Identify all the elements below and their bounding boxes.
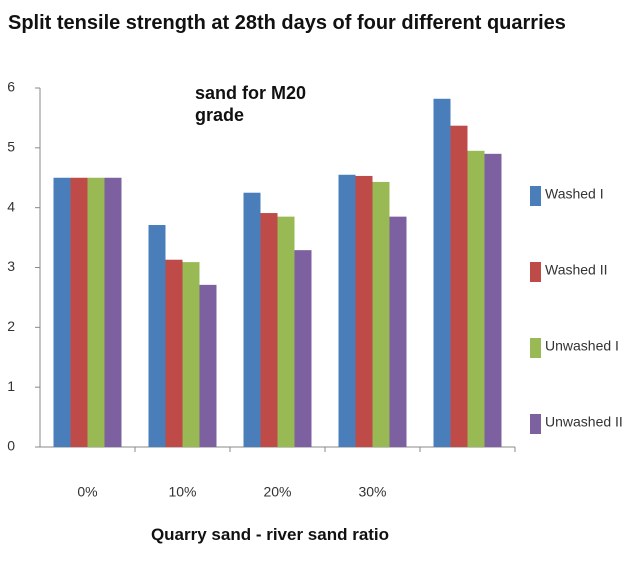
y-tick-label: 0	[7, 438, 15, 454]
legend-swatch	[530, 414, 541, 434]
x-axis-title: Quarry sand - river sand ratio	[150, 525, 390, 544]
bar	[355, 175, 373, 447]
bar	[53, 177, 71, 447]
chart-title: Split tensile strength at 28th days of f…	[8, 12, 566, 34]
bar	[372, 181, 390, 447]
bar	[277, 216, 295, 447]
bar	[433, 98, 451, 448]
legend-swatch	[530, 338, 541, 358]
annotation: sand for M20 grade	[195, 83, 307, 125]
bar	[294, 250, 312, 447]
bar	[87, 177, 105, 447]
legend-label: Washed I	[545, 186, 604, 202]
x-tick-label: 20%	[263, 484, 291, 500]
legend-label: Washed II	[545, 262, 608, 278]
y-tick-label: 6	[7, 79, 15, 95]
bar	[104, 177, 122, 447]
y-tick-label: 5	[7, 139, 15, 155]
bar	[243, 192, 261, 447]
bar	[467, 150, 485, 447]
bar	[338, 174, 356, 447]
bar	[182, 262, 200, 447]
bar	[70, 177, 88, 447]
y-tick-label: 4	[7, 198, 15, 214]
x-tick-label: 10%	[168, 484, 196, 500]
bar	[199, 284, 217, 447]
bar	[148, 225, 166, 447]
x-tick-label: 30%	[358, 484, 386, 500]
legend-swatch	[530, 186, 541, 206]
y-tick-label: 2	[7, 318, 15, 334]
y-tick-label: 3	[7, 258, 15, 274]
bar	[389, 216, 407, 447]
x-tick-label: 0%	[77, 484, 97, 500]
y-tick-label: 1	[7, 378, 15, 394]
bar	[484, 153, 502, 448]
legend-swatch	[530, 262, 541, 282]
legend-label: Unwashed II	[545, 414, 623, 430]
bar	[260, 213, 278, 447]
bar	[450, 125, 468, 447]
bar	[165, 259, 183, 447]
legend-label: Unwashed I	[545, 338, 619, 354]
